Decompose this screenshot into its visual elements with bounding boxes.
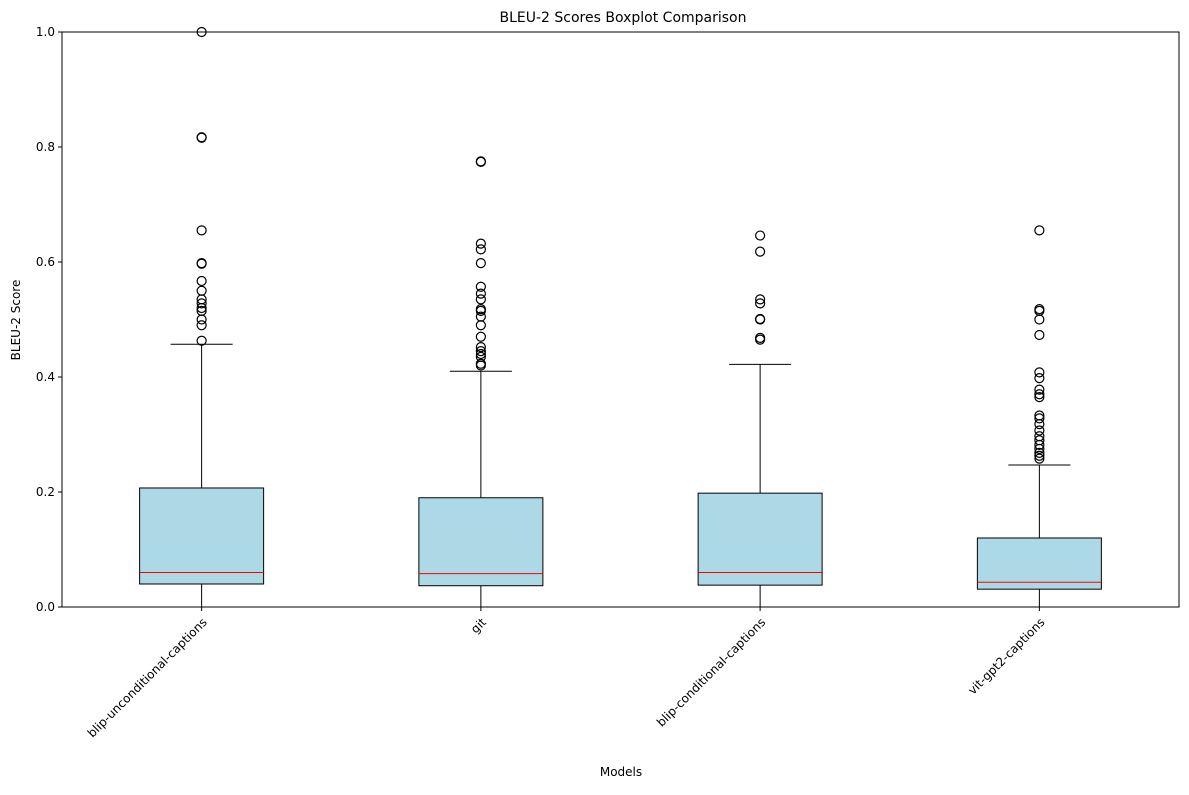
outlier-point (196, 314, 207, 325)
outlier-point (475, 238, 486, 249)
x-tick-label: git (468, 615, 489, 636)
outlier-point (755, 298, 766, 309)
outlier-point (475, 351, 486, 362)
outlier-point (1034, 367, 1045, 378)
outlier-point (196, 132, 207, 143)
outlier-point (1034, 410, 1045, 421)
y-tick-label: 0.8 (36, 140, 55, 154)
box-iqr (697, 492, 823, 586)
outlier-point (475, 346, 486, 357)
outlier-point (1034, 304, 1045, 315)
outlier-point (475, 358, 486, 369)
box-iqr (139, 487, 265, 585)
outlier-point (755, 246, 766, 257)
outlier-point (1034, 453, 1045, 464)
y-axis-label: BLEU-2 Score (9, 280, 23, 361)
outlier-point (475, 304, 486, 315)
outlier-point (1034, 450, 1045, 461)
outlier-point (1034, 389, 1045, 400)
chart-title: BLEU-2 Scores Boxplot Comparison (500, 10, 747, 26)
outlier-point (1034, 425, 1045, 436)
y-tick-label: 0.6 (36, 255, 55, 269)
x-tick-label: blip-conditional-captions (654, 615, 768, 729)
outlier-point (1034, 373, 1045, 384)
outlier-point (475, 294, 486, 305)
outlier-point (196, 335, 207, 346)
outlier-point (755, 332, 766, 343)
outlier-point (475, 320, 486, 331)
outlier-point (196, 275, 207, 287)
outlier-point (475, 311, 486, 322)
plot-frame (61, 31, 1180, 608)
plot-layer: 0.0 0.2 0.4 0.6 0.8 1.0 blip-unconditional-cap… (36, 25, 1102, 740)
outlier-point (475, 258, 486, 269)
box-iqr (418, 497, 544, 587)
outlier-point (196, 320, 207, 331)
outlier-point (475, 342, 486, 353)
outlier-point (196, 298, 207, 309)
outlier-point (1034, 384, 1045, 395)
outlier-point (475, 156, 486, 167)
outlier-point (1034, 314, 1045, 325)
outlier-point (1034, 225, 1045, 236)
outlier-point (475, 281, 486, 292)
outlier-point (1034, 392, 1045, 403)
outlier-point (1034, 413, 1045, 424)
outlier-point (475, 331, 486, 342)
outlier-point (1034, 329, 1045, 341)
outlier-point (196, 258, 207, 269)
outlier-point (475, 348, 486, 360)
outlier-point (475, 244, 486, 255)
x-axis-label: Models (600, 765, 642, 779)
x-tick-label: blip-unconditional-captions (85, 615, 210, 740)
outlier-point (1034, 435, 1045, 446)
x-tick-label: vit-gpt2-captions (965, 615, 1047, 697)
y-tick-label: 0.0 (36, 600, 55, 614)
outlier-point (1034, 447, 1045, 458)
outlier-point (755, 294, 766, 305)
y-tick-label: 0.2 (36, 485, 55, 499)
outlier-point (196, 225, 207, 236)
outlier-point (196, 305, 207, 316)
y-tick-label: 1.0 (36, 25, 55, 39)
outlier-point (475, 288, 486, 299)
outlier-point (755, 230, 766, 241)
outlier-point (1034, 431, 1045, 442)
outlier-point (755, 313, 766, 325)
y-tick-label: 0.4 (36, 370, 55, 384)
outlier-point (196, 285, 207, 296)
box-iqr (976, 537, 1102, 590)
